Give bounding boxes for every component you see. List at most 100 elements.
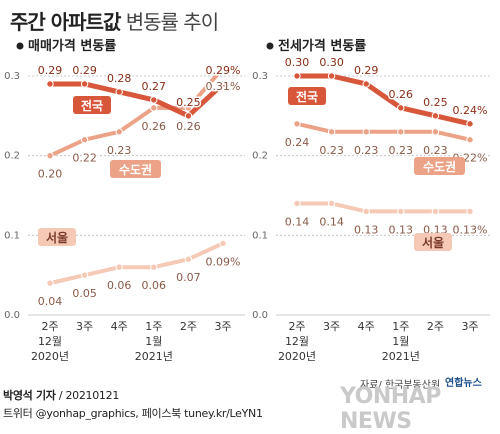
data-label: 0.22 [72,152,97,165]
x-tick-label: 2주 [288,320,305,333]
data-label: 0.29% [206,64,241,77]
data-point [115,263,123,271]
x-tick-month: 1월 [392,335,409,348]
y-tick-label: 0.3 [252,71,268,82]
data-point [293,120,301,128]
data-label: 0.30 [285,56,310,69]
data-point [219,80,227,88]
data-point [431,112,440,120]
x-tick-label: 3주 [323,320,340,333]
data-point [397,104,405,112]
series-tag-box [110,160,161,178]
data-point [466,207,474,216]
data-point [219,239,227,248]
data-point [466,120,474,128]
title-sub: 변동률 추이 [125,10,219,34]
footer-social: 트위터 @yonhap_graphics, 페이스북 tuney.kr/LeYN… [3,407,263,420]
data-label: 0.24 [285,136,310,149]
x-tick-label: 2주 [427,320,444,333]
data-label: 0.13 [354,223,379,236]
x-tick-label: 4주 [358,320,375,333]
panel-title-bullet-icon [16,42,24,50]
data-point [219,64,227,72]
data-label: 0.20 [38,168,63,181]
data-point [80,271,89,279]
panel-title: 전세가격 변동률 [278,38,366,54]
data-label: 0.14 [319,215,344,228]
y-tick-label: 0.1 [4,230,20,241]
footer-date: / 20210121 [55,389,120,402]
x-tick-label: 4주 [111,320,128,333]
x-tick-month: 12월 [285,335,309,348]
data-point [327,72,336,80]
data-label: 0.26 [176,120,201,133]
data-point [184,112,193,120]
data-label: 0.23 [319,144,344,157]
x-tick-label: 3주 [214,320,231,333]
series-tag-label: 전국 [296,89,318,104]
x-tick-year: 2021년 [382,350,420,363]
series-tag-box [73,96,111,114]
data-label: 0.31% [206,80,241,93]
source-note: 자료/ 한국부동산원 [360,380,441,391]
watermark: YONHAP NEWS [340,384,441,434]
x-tick-month: 1월 [145,335,162,348]
data-label: 0.13 [389,223,414,236]
data-label: 0.06 [142,279,167,292]
x-tick-label: 1주 [145,320,162,333]
data-label: 0.06 [107,279,132,292]
x-tick-label: 2주 [180,320,197,333]
data-point [327,128,336,136]
x-tick-label: 3주 [76,320,93,333]
series-line-1 [48,66,225,158]
series-tag-box [288,87,326,105]
data-label: 0.25 [176,96,201,109]
y-tick-label: 0.2 [252,151,268,162]
data-label: 0.23 [389,144,414,157]
series-tag-box [38,228,76,246]
y-tick-label: 0.0 [4,310,20,321]
series-tag-label: 수도권 [119,163,152,177]
panel-title: 매매가격 변동률 [28,39,116,54]
series-line-0 [294,73,473,127]
data-point [293,199,301,208]
title-main: 주간 아파트값 [10,10,121,34]
data-point [184,255,193,263]
data-label: 0.13% [453,223,488,236]
data-point [46,80,54,88]
data-point [293,72,301,80]
brand-logo: 연합뉴스 [445,378,482,389]
y-tick-label: 0.1 [252,230,268,241]
data-label: 0.05 [72,287,97,300]
data-label: 0.23 [423,144,448,157]
data-label: 0.04 [38,295,63,308]
data-point [362,80,370,88]
data-label: 0.09% [206,255,241,268]
data-label: 0.30 [319,56,344,69]
data-label: 0.29 [354,64,379,77]
data-point [397,207,405,216]
x-tick-year: 2020년 [278,350,316,363]
data-point [150,104,158,112]
data-label: 0.29 [72,64,97,77]
series-line-0 [47,81,226,119]
series-tag-box [414,233,452,251]
data-point [80,136,89,144]
x-tick-label: 3주 [461,320,478,333]
y-tick-label: 0.2 [4,151,20,162]
series-tag-box [414,157,465,175]
data-point [362,207,370,216]
x-tick-year: 2020년 [31,350,69,363]
data-label: 0.26 [389,88,414,101]
panel-title-bullet-icon [266,42,274,50]
x-tick-year: 2021년 [135,350,173,363]
series-tag-label: 전국 [81,98,103,113]
data-point [327,199,336,208]
data-label: 0.14 [285,215,310,228]
data-label: 0.27 [142,80,167,93]
data-point [466,136,474,144]
data-point [115,88,123,96]
series-tag-label: 서울 [422,235,444,250]
data-label: 0.23 [354,144,379,157]
x-tick-label: 2주 [41,320,58,333]
